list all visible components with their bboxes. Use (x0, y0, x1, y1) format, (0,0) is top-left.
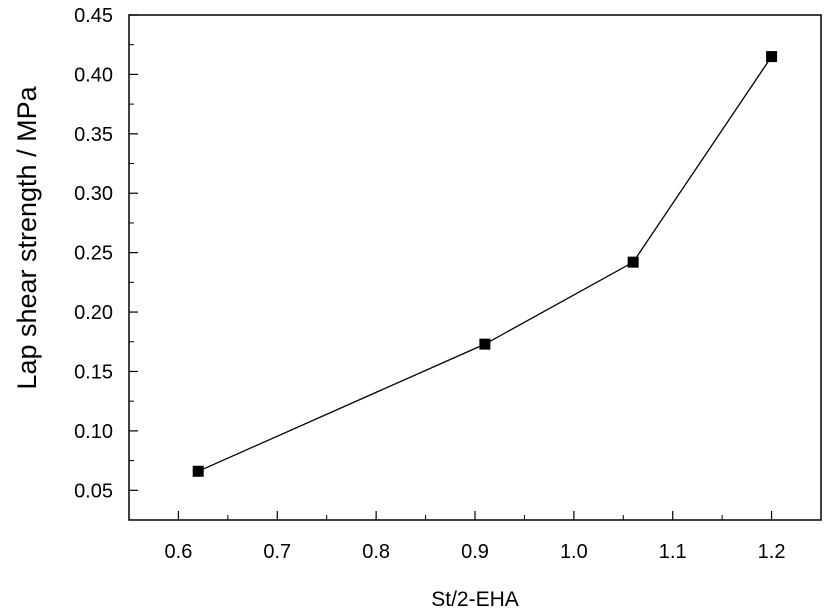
y-tick-label: 0.30 (74, 183, 113, 205)
series-line (197, 56, 773, 472)
x-tick-label: 0.7 (263, 541, 291, 563)
y-tick-label: 0.10 (74, 421, 113, 443)
y-tick-label: 0.15 (74, 361, 113, 383)
y-tick-label: 0.45 (74, 5, 113, 27)
data-point-marker (479, 338, 491, 350)
y-axis-title: Lap shear strength / MPa (12, 85, 42, 389)
x-axis-title: St/2-EHA (431, 588, 519, 611)
x-axis: 0.6 0.7 0.8 0.9 1.0 1.1 1.2 (165, 511, 786, 563)
data-series (192, 51, 778, 477)
x-tick-label: 0.6 (165, 541, 193, 563)
data-point-marker (627, 256, 639, 268)
data-point-marker (192, 465, 204, 477)
x-tick-label: 1.0 (560, 541, 588, 563)
x-tick-label: 1.2 (758, 541, 786, 563)
x-tick-label: 1.1 (659, 541, 687, 563)
y-tick-label: 0.40 (74, 64, 113, 86)
y-axis: 0.05 0.10 0.15 0.20 0.25 0.30 0.35 0.40 0.45 (74, 5, 138, 521)
data-point-marker (766, 51, 778, 63)
plot-frame (128, 14, 822, 521)
y-tick-label: 0.05 (74, 480, 113, 502)
x-tick-label: 0.8 (362, 541, 390, 563)
y-tick-label: 0.25 (74, 243, 113, 265)
x-tick-label: 0.9 (461, 541, 489, 563)
y-tick-label: 0.35 (74, 124, 113, 146)
y-tick-label: 0.20 (74, 302, 113, 324)
